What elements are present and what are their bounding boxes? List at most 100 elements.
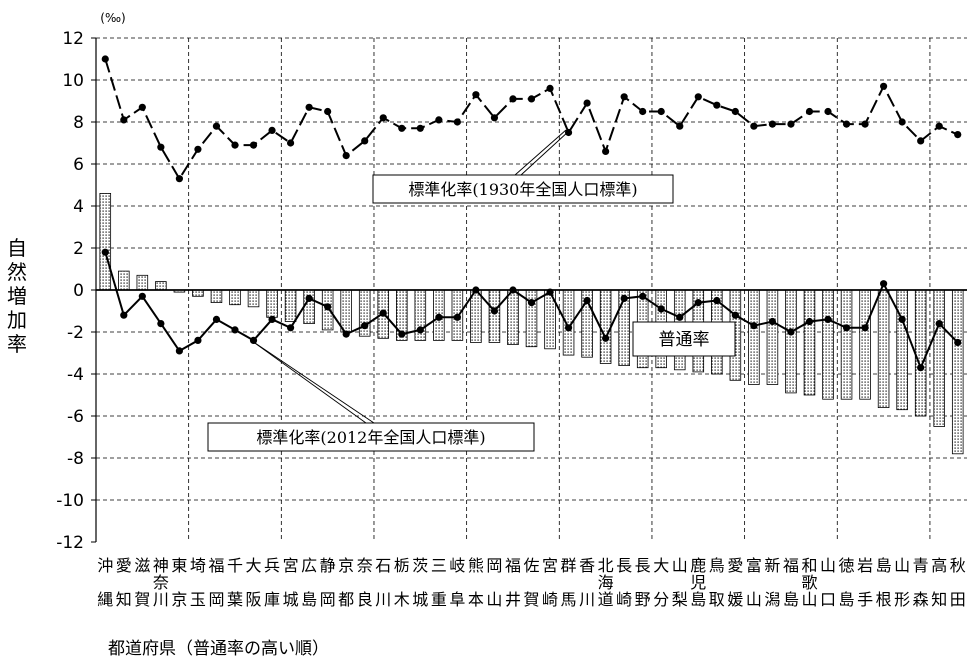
- category-char: 熊: [468, 556, 484, 575]
- series-point: [138, 103, 146, 111]
- category-char: 山: [486, 590, 502, 609]
- category-label: 山口: [820, 556, 836, 609]
- bar: [877, 289, 890, 408]
- category-label: 島根: [876, 556, 892, 609]
- category-char: 奈: [153, 573, 169, 592]
- category-char: 児: [690, 573, 706, 592]
- series-point: [639, 107, 647, 116]
- series-point: [286, 139, 295, 147]
- bar: [470, 289, 482, 343]
- bar: [896, 289, 908, 411]
- annotations: 普通率 標準化率(1930年全国人口標準) 標準化率(2012年全国人口標準): [207, 129, 736, 452]
- y-tick-label: 10: [62, 71, 84, 91]
- series-point: [880, 280, 888, 288]
- bar: [914, 289, 927, 417]
- bar: [99, 192, 112, 291]
- series-point: [805, 317, 814, 326]
- category-label: 三重: [431, 556, 447, 609]
- y-tick-label: 4: [73, 197, 84, 217]
- bar: [933, 289, 945, 427]
- category-char: 大: [246, 556, 262, 575]
- y-tick-label: 2: [73, 239, 84, 259]
- leader-line: [520, 130, 570, 176]
- category-char: 賀: [134, 590, 150, 609]
- category-label: 岩手: [857, 556, 873, 609]
- series-point: [935, 320, 943, 328]
- series-point: [342, 330, 350, 338]
- category-char: 栃: [394, 556, 410, 575]
- category-char: 城: [283, 590, 299, 609]
- category-char: 島: [783, 590, 799, 609]
- category-char: 長: [616, 556, 632, 575]
- category-label: 神奈川: [153, 556, 169, 609]
- bar: [803, 289, 816, 396]
- category-label: 富山: [746, 556, 762, 609]
- category-char: 三: [431, 556, 447, 575]
- series-point: [175, 175, 183, 183]
- category-char: 群: [561, 556, 577, 575]
- series-point: [435, 313, 443, 321]
- category-char: 沖: [97, 556, 113, 575]
- series-point: [842, 120, 851, 128]
- bar: [155, 281, 167, 291]
- category-char: 山: [672, 556, 688, 575]
- unit-label: (‰): [100, 11, 125, 25]
- category-char: 潟: [764, 590, 780, 609]
- category-label: 千葉: [227, 556, 243, 609]
- y-tick-label: 0: [73, 281, 84, 301]
- category-char: 本: [468, 590, 484, 609]
- bar: [748, 289, 760, 385]
- series-point: [120, 311, 128, 319]
- series-point: [657, 305, 665, 313]
- category-label: 佐賀: [523, 556, 539, 609]
- category-label: 山形: [894, 556, 910, 609]
- category-label: 愛媛: [727, 556, 743, 609]
- bar: [340, 289, 352, 333]
- series-point: [453, 118, 461, 126]
- category-char: 大: [653, 556, 669, 575]
- label-std2012: 標準化率(2012年全国人口標準): [256, 428, 485, 447]
- series-point: [880, 82, 888, 90]
- x-axis-label: 都道府県（普通率の高い順）: [108, 639, 329, 659]
- category-label: 沖縄: [97, 556, 113, 609]
- category-char: 長: [635, 556, 651, 575]
- category-char: 知: [116, 590, 132, 609]
- category-char: 道: [598, 590, 614, 609]
- category-char: 滋: [134, 556, 150, 575]
- category-char: 茨: [412, 556, 428, 575]
- bar: [118, 270, 130, 291]
- series-point: [194, 336, 202, 344]
- y-tick-label: 8: [73, 113, 84, 133]
- category-label: 北海道: [598, 556, 614, 609]
- category-char: 石: [375, 556, 391, 575]
- category-label: 群馬: [561, 556, 577, 609]
- category-char: 北: [598, 556, 614, 575]
- category-label: 栃木: [394, 556, 410, 609]
- series-point: [861, 324, 869, 332]
- leader-line: [251, 340, 375, 424]
- category-label: 大阪: [246, 556, 262, 609]
- series-point: [120, 116, 128, 124]
- category-label: 福井: [505, 556, 521, 609]
- bar: [210, 289, 223, 304]
- category-char: 分: [653, 590, 669, 609]
- series-point: [713, 101, 721, 109]
- category-char: 川: [579, 590, 595, 609]
- series-point: [379, 114, 387, 122]
- category-char: 崎: [542, 590, 558, 609]
- series-point: [342, 152, 350, 160]
- category-char: 島: [839, 590, 855, 609]
- series-point: [694, 299, 702, 307]
- category-char: 新: [764, 556, 780, 575]
- series-point: [286, 324, 295, 332]
- label-box-futsuuritsu: [632, 321, 736, 357]
- category-char: 山: [746, 590, 762, 609]
- series-point: [954, 131, 962, 139]
- series-point: [898, 315, 906, 323]
- category-char: 島: [876, 556, 892, 575]
- category-char: 玉: [190, 590, 206, 609]
- category-char: 馬: [561, 590, 577, 609]
- series-point: [268, 126, 276, 134]
- label-box-std2012: [207, 422, 535, 452]
- category-char: 川: [375, 590, 391, 609]
